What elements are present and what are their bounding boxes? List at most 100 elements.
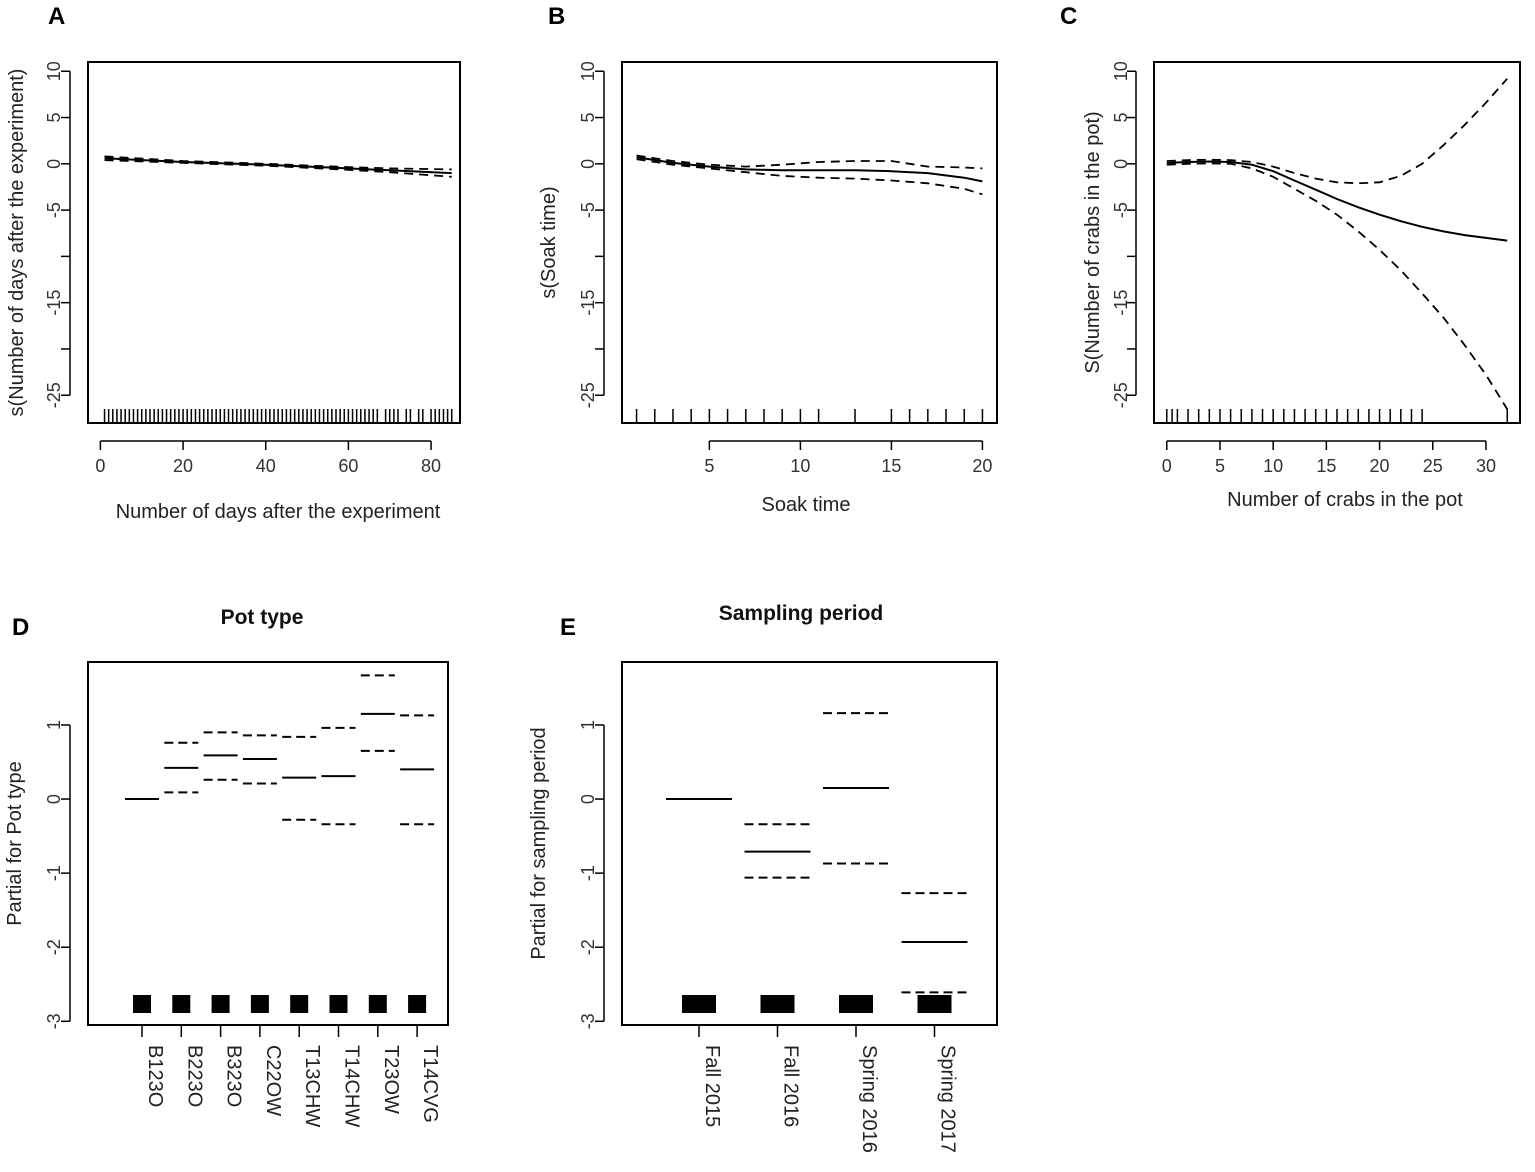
panel-letter-a: A <box>48 3 65 30</box>
y-tick-label: -2 <box>578 939 598 955</box>
x-tick-label: 15 <box>881 456 901 476</box>
x-axis-label: Number of crabs in the pot <box>1227 489 1463 511</box>
x-tick-label: 10 <box>1263 456 1283 476</box>
x-tick-label: 0 <box>95 456 105 476</box>
y-tick-label: -5 <box>44 202 64 218</box>
x-tick-label: 5 <box>1215 456 1225 476</box>
panel-title: Sampling period <box>719 602 884 625</box>
rug-block <box>839 995 873 1013</box>
y-tick-label: 0 <box>578 159 598 169</box>
series-fit-line <box>636 156 983 183</box>
y-tick-label: -1 <box>578 865 598 881</box>
category-label: Fall 2016 <box>780 1045 802 1127</box>
x-tick-label: 40 <box>256 456 276 476</box>
panel-e-sampling-period: Sampling period 1 0 -1 -2 -3 Fall 2015 Fall 201… <box>528 602 998 1153</box>
y-tick-label: -5 <box>1111 202 1131 218</box>
category-label: B123O <box>144 1045 166 1107</box>
y-tick-label: 5 <box>44 113 64 123</box>
category-label: T14CHW <box>341 1045 363 1127</box>
plot-frame <box>621 61 998 424</box>
y-tick-label: -15 <box>578 290 598 316</box>
panel-letter-c: C <box>1060 3 1077 30</box>
y-tick-label: 5 <box>1111 113 1131 123</box>
category-label: C22OW <box>262 1045 284 1116</box>
rug-block <box>682 995 716 1013</box>
category-label: T13CHW <box>301 1045 323 1127</box>
y-axis-label: s(Number of days after the experiment) <box>6 69 28 417</box>
y-tick-label: 0 <box>44 794 64 804</box>
rug-block <box>329 995 348 1013</box>
x-tick-label: 20 <box>173 456 193 476</box>
plot-frame <box>87 61 461 424</box>
panel-letter-b: B <box>548 3 565 30</box>
series-fit-line <box>104 157 452 175</box>
x-tick-label: 5 <box>704 456 714 476</box>
category-label: B323O <box>223 1045 245 1107</box>
x-tick-label: 20 <box>1370 456 1390 476</box>
y-tick-label: 10 <box>1111 61 1131 81</box>
y-tick-label: -3 <box>578 1013 598 1029</box>
panel-b-soak-time-smooth: 5 10 15 20 10 5 0 -5 -15 -25 Soak time s(Soak time) <box>538 61 998 516</box>
category-label: Fall 2015 <box>701 1045 723 1127</box>
rug-block <box>290 995 309 1013</box>
x-tick-label: 15 <box>1316 456 1336 476</box>
rug-block <box>250 995 269 1013</box>
series-fit-line <box>1166 160 1508 242</box>
x-tick-label: 80 <box>421 456 441 476</box>
category-label: T14CVG <box>419 1045 441 1123</box>
panel-a-days-smooth: 0 20 40 60 80 10 5 0 -5 -15 -25 Number of days afte… <box>6 61 461 523</box>
rug-block <box>211 995 230 1013</box>
y-tick-label: -25 <box>44 382 64 408</box>
category-label: B223O <box>183 1045 205 1107</box>
y-tick-label: 1 <box>44 720 64 730</box>
panel-d-pot-type: Pot type 1 0 -1 -2 -3 B123O B223O B323O C22OW T13C… <box>4 606 449 1127</box>
x-axis-label: Number of days after the experiment <box>116 501 441 523</box>
x-tick-label: 10 <box>790 456 810 476</box>
rug-block <box>368 995 387 1013</box>
plot-frame <box>621 661 998 1026</box>
series-upper-line <box>104 155 452 171</box>
category-label: T23OW <box>380 1045 402 1114</box>
rug-block <box>917 995 952 1013</box>
series-upper-line <box>1166 78 1508 185</box>
panel-c-crabs-smooth: 0 5 10 15 20 25 30 10 5 0 -5 -15 -25 Number of crabs … <box>1082 61 1521 511</box>
rug-block <box>133 995 151 1013</box>
panel-title: Pot type <box>221 606 304 629</box>
plot-frame <box>1153 61 1521 424</box>
y-tick-label: -15 <box>44 290 64 316</box>
y-axis-label: s(Soak time) <box>538 186 560 298</box>
series-lower-line <box>104 159 452 178</box>
series-upper-line <box>636 154 983 170</box>
y-tick-label: 5 <box>578 113 598 123</box>
x-axis-label: Soak time <box>762 494 851 516</box>
y-axis-label: Partial for Pot type <box>4 761 26 926</box>
category-label: Spring 2017 <box>937 1045 959 1153</box>
plot-frame <box>87 661 449 1026</box>
y-tick-label: 0 <box>578 794 598 804</box>
panel-letter-d: D <box>12 614 29 641</box>
y-axis-label: Partial for sampling period <box>528 727 550 959</box>
category-label: Spring 2016 <box>858 1045 880 1153</box>
x-tick-label: 30 <box>1476 456 1496 476</box>
y-tick-label: 1 <box>578 720 598 730</box>
x-tick-label: 0 <box>1162 456 1172 476</box>
rug-block <box>408 995 427 1013</box>
rug-block <box>760 995 795 1013</box>
y-tick-label: 0 <box>1111 159 1131 169</box>
y-tick-label: 10 <box>578 61 598 81</box>
rug-block <box>172 995 191 1013</box>
x-tick-label: 25 <box>1423 456 1443 476</box>
series-lower-line <box>636 158 983 196</box>
series-lower-line <box>1166 162 1508 410</box>
panel-letter-e: E <box>560 614 576 641</box>
y-tick-label: -15 <box>1111 290 1131 316</box>
y-tick-label: -25 <box>578 382 598 408</box>
y-axis-label: S(Number of crabs in the pot) <box>1082 111 1104 373</box>
y-tick-label: -3 <box>44 1013 64 1029</box>
x-tick-label: 20 <box>972 456 992 476</box>
y-tick-label: -1 <box>44 865 64 881</box>
y-tick-label: -5 <box>578 202 598 218</box>
y-tick-label: -25 <box>1111 382 1131 408</box>
y-tick-label: -2 <box>44 939 64 955</box>
